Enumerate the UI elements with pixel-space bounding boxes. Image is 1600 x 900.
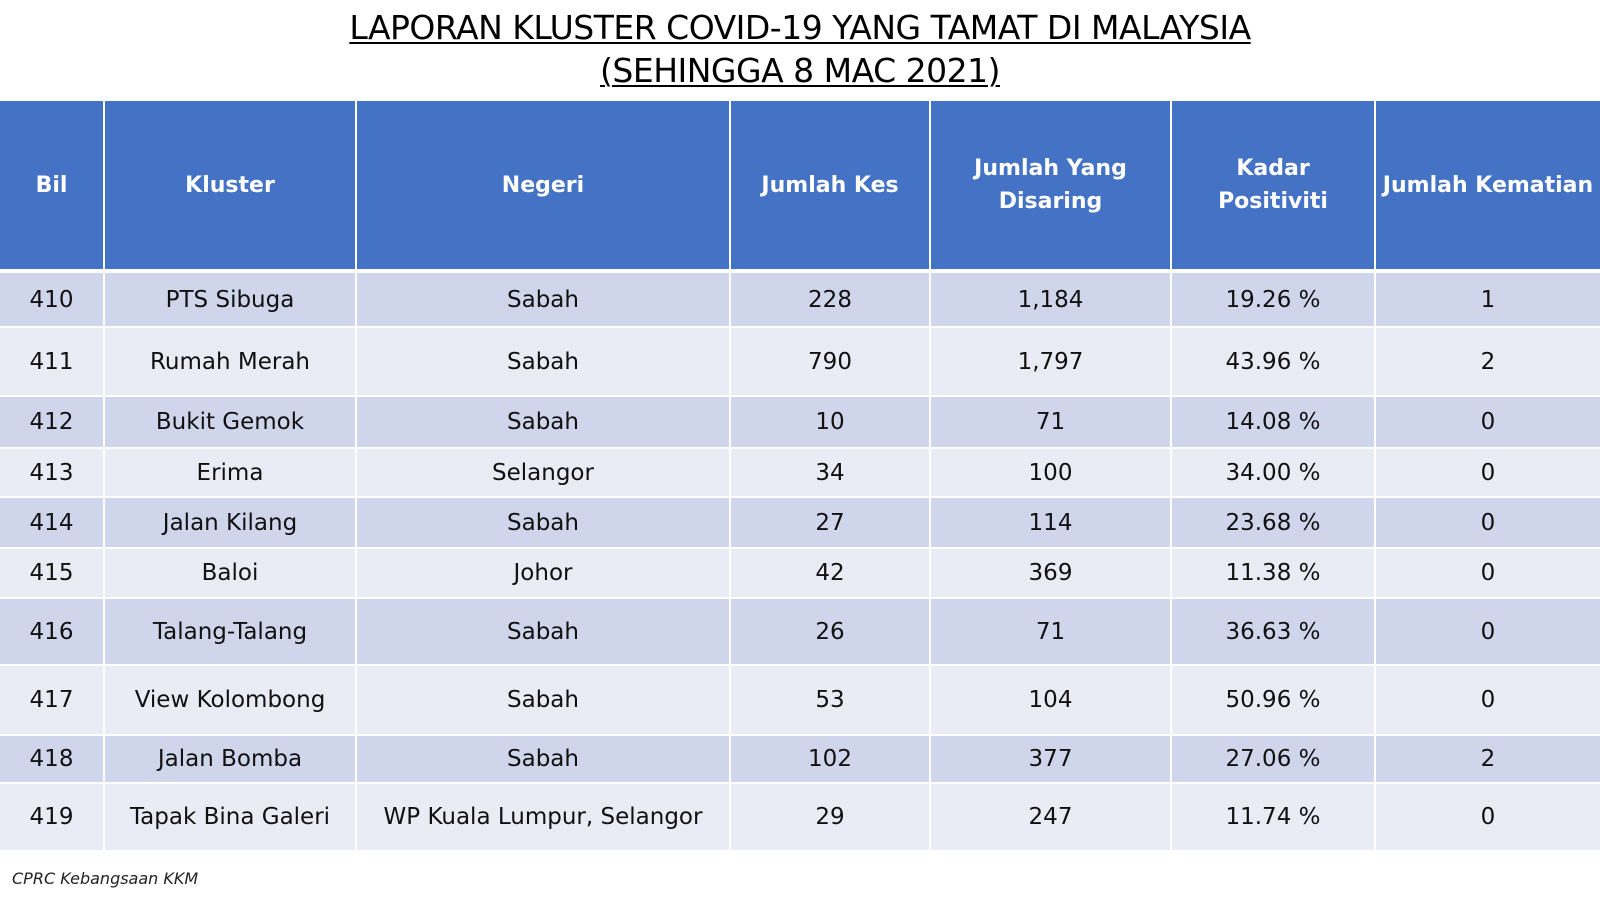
cell-jumlah-kes: 228 (730, 271, 931, 328)
table-row: 417 View Kolombong Sabah 53 104 50.96 % … (0, 665, 1600, 736)
cell-jumlah-kes: 34 (730, 448, 931, 498)
cell-kadar-positiviti: 11.74 % (1171, 783, 1376, 852)
report-title: LAPORAN KLUSTER COVID-19 YANG TAMAT DI M… (0, 6, 1600, 92)
cell-kadar-positiviti: 14.08 % (1171, 396, 1376, 449)
cell-kluster: Tapak Bina Galeri (104, 783, 357, 852)
cell-jumlah-disaring: 1,184 (930, 271, 1172, 328)
cell-jumlah-disaring: 369 (930, 548, 1172, 599)
cell-jumlah-disaring: 104 (930, 665, 1172, 736)
cell-jumlah-kematian: 0 (1375, 548, 1600, 599)
cell-jumlah-kes: 42 (730, 548, 931, 599)
cell-bil: 410 (0, 271, 105, 328)
title-line-2: (SEHINGGA 8 MAC 2021) (600, 51, 1000, 90)
cell-kadar-positiviti: 36.63 % (1171, 598, 1376, 666)
cell-jumlah-kematian: 0 (1375, 497, 1600, 549)
table-row: 415 Baloi Johor 42 369 11.38 % 0 (0, 548, 1600, 599)
cell-jumlah-disaring: 377 (930, 735, 1172, 784)
cell-kadar-positiviti: 43.96 % (1171, 327, 1376, 397)
cell-jumlah-kematian: 0 (1375, 598, 1600, 666)
table-row: 419 Tapak Bina Galeri WP Kuala Lumpur, S… (0, 783, 1600, 852)
table-row: 418 Jalan Bomba Sabah 102 377 27.06 % 2 (0, 735, 1600, 784)
cell-negeri: Sabah (356, 396, 731, 449)
cell-jumlah-kes: 29 (730, 783, 931, 852)
cell-bil: 414 (0, 497, 105, 549)
cell-kluster: Jalan Bomba (104, 735, 357, 784)
cell-jumlah-kematian: 2 (1375, 327, 1600, 397)
header-negeri: Negeri (356, 101, 731, 273)
cell-bil: 418 (0, 735, 105, 784)
cell-kadar-positiviti: 19.26 % (1171, 271, 1376, 328)
cell-jumlah-kematian: 0 (1375, 665, 1600, 736)
table-header-row: Bil Kluster Negeri Jumlah Kes Jumlah Yan… (0, 101, 1600, 273)
cell-negeri: Sabah (356, 665, 731, 736)
cell-negeri: Sabah (356, 271, 731, 328)
table-row: 410 PTS Sibuga Sabah 228 1,184 19.26 % 1 (0, 271, 1600, 328)
cluster-table: Bil Kluster Negeri Jumlah Kes Jumlah Yan… (0, 101, 1600, 852)
cell-jumlah-disaring: 1,797 (930, 327, 1172, 397)
cell-kadar-positiviti: 23.68 % (1171, 497, 1376, 549)
table-row: 412 Bukit Gemok Sabah 10 71 14.08 % 0 (0, 396, 1600, 449)
cell-kadar-positiviti: 34.00 % (1171, 448, 1376, 498)
header-jumlah-kematian: Jumlah Kematian (1375, 101, 1600, 273)
cell-jumlah-disaring: 247 (930, 783, 1172, 852)
cell-jumlah-kematian: 0 (1375, 448, 1600, 498)
cell-bil: 416 (0, 598, 105, 666)
cell-kluster: Baloi (104, 548, 357, 599)
cell-jumlah-disaring: 71 (930, 396, 1172, 449)
cell-jumlah-kematian: 1 (1375, 271, 1600, 328)
cell-negeri: Sabah (356, 497, 731, 549)
cell-kluster: Talang-Talang (104, 598, 357, 666)
cell-jumlah-kes: 27 (730, 497, 931, 549)
cell-bil: 411 (0, 327, 105, 397)
cell-negeri: WP Kuala Lumpur, Selangor (356, 783, 731, 852)
cell-jumlah-kes: 790 (730, 327, 931, 397)
header-jumlah-kes: Jumlah Kes (730, 101, 931, 273)
cell-negeri: Sabah (356, 327, 731, 397)
cell-jumlah-kes: 10 (730, 396, 931, 449)
cell-jumlah-kematian: 0 (1375, 783, 1600, 852)
cell-kadar-positiviti: 27.06 % (1171, 735, 1376, 784)
cell-bil: 417 (0, 665, 105, 736)
cell-jumlah-disaring: 71 (930, 598, 1172, 666)
cell-kluster: Bukit Gemok (104, 396, 357, 449)
cell-bil: 419 (0, 783, 105, 852)
cell-jumlah-kes: 102 (730, 735, 931, 784)
cell-kluster: Erima (104, 448, 357, 498)
cell-bil: 413 (0, 448, 105, 498)
source-note: CPRC Kebangsaan KKM (12, 869, 199, 888)
cell-bil: 415 (0, 548, 105, 599)
cell-jumlah-kematian: 2 (1375, 735, 1600, 784)
cell-jumlah-disaring: 114 (930, 497, 1172, 549)
cell-jumlah-kematian: 0 (1375, 396, 1600, 449)
cell-negeri: Selangor (356, 448, 731, 498)
cell-kluster: Jalan Kilang (104, 497, 357, 549)
cell-jumlah-kes: 26 (730, 598, 931, 666)
header-kluster: Kluster (104, 101, 357, 273)
cell-kluster: PTS Sibuga (104, 271, 357, 328)
cell-negeri: Johor (356, 548, 731, 599)
header-jumlah-disaring: Jumlah Yang Disaring (930, 101, 1172, 273)
cell-jumlah-kes: 53 (730, 665, 931, 736)
cell-kluster: Rumah Merah (104, 327, 357, 397)
cell-kluster: View Kolombong (104, 665, 357, 736)
cell-bil: 412 (0, 396, 105, 449)
table-row: 416 Talang-Talang Sabah 26 71 36.63 % 0 (0, 598, 1600, 666)
cell-kadar-positiviti: 50.96 % (1171, 665, 1376, 736)
title-line-1: LAPORAN KLUSTER COVID-19 YANG TAMAT DI M… (349, 8, 1251, 47)
table-row: 414 Jalan Kilang Sabah 27 114 23.68 % 0 (0, 497, 1600, 549)
cell-negeri: Sabah (356, 735, 731, 784)
header-bil: Bil (0, 101, 105, 273)
table-row: 411 Rumah Merah Sabah 790 1,797 43.96 % … (0, 327, 1600, 397)
cell-kadar-positiviti: 11.38 % (1171, 548, 1376, 599)
cell-negeri: Sabah (356, 598, 731, 666)
cell-jumlah-disaring: 100 (930, 448, 1172, 498)
header-kadar-positiviti: Kadar Positiviti (1171, 101, 1376, 273)
table-row: 413 Erima Selangor 34 100 34.00 % 0 (0, 448, 1600, 498)
